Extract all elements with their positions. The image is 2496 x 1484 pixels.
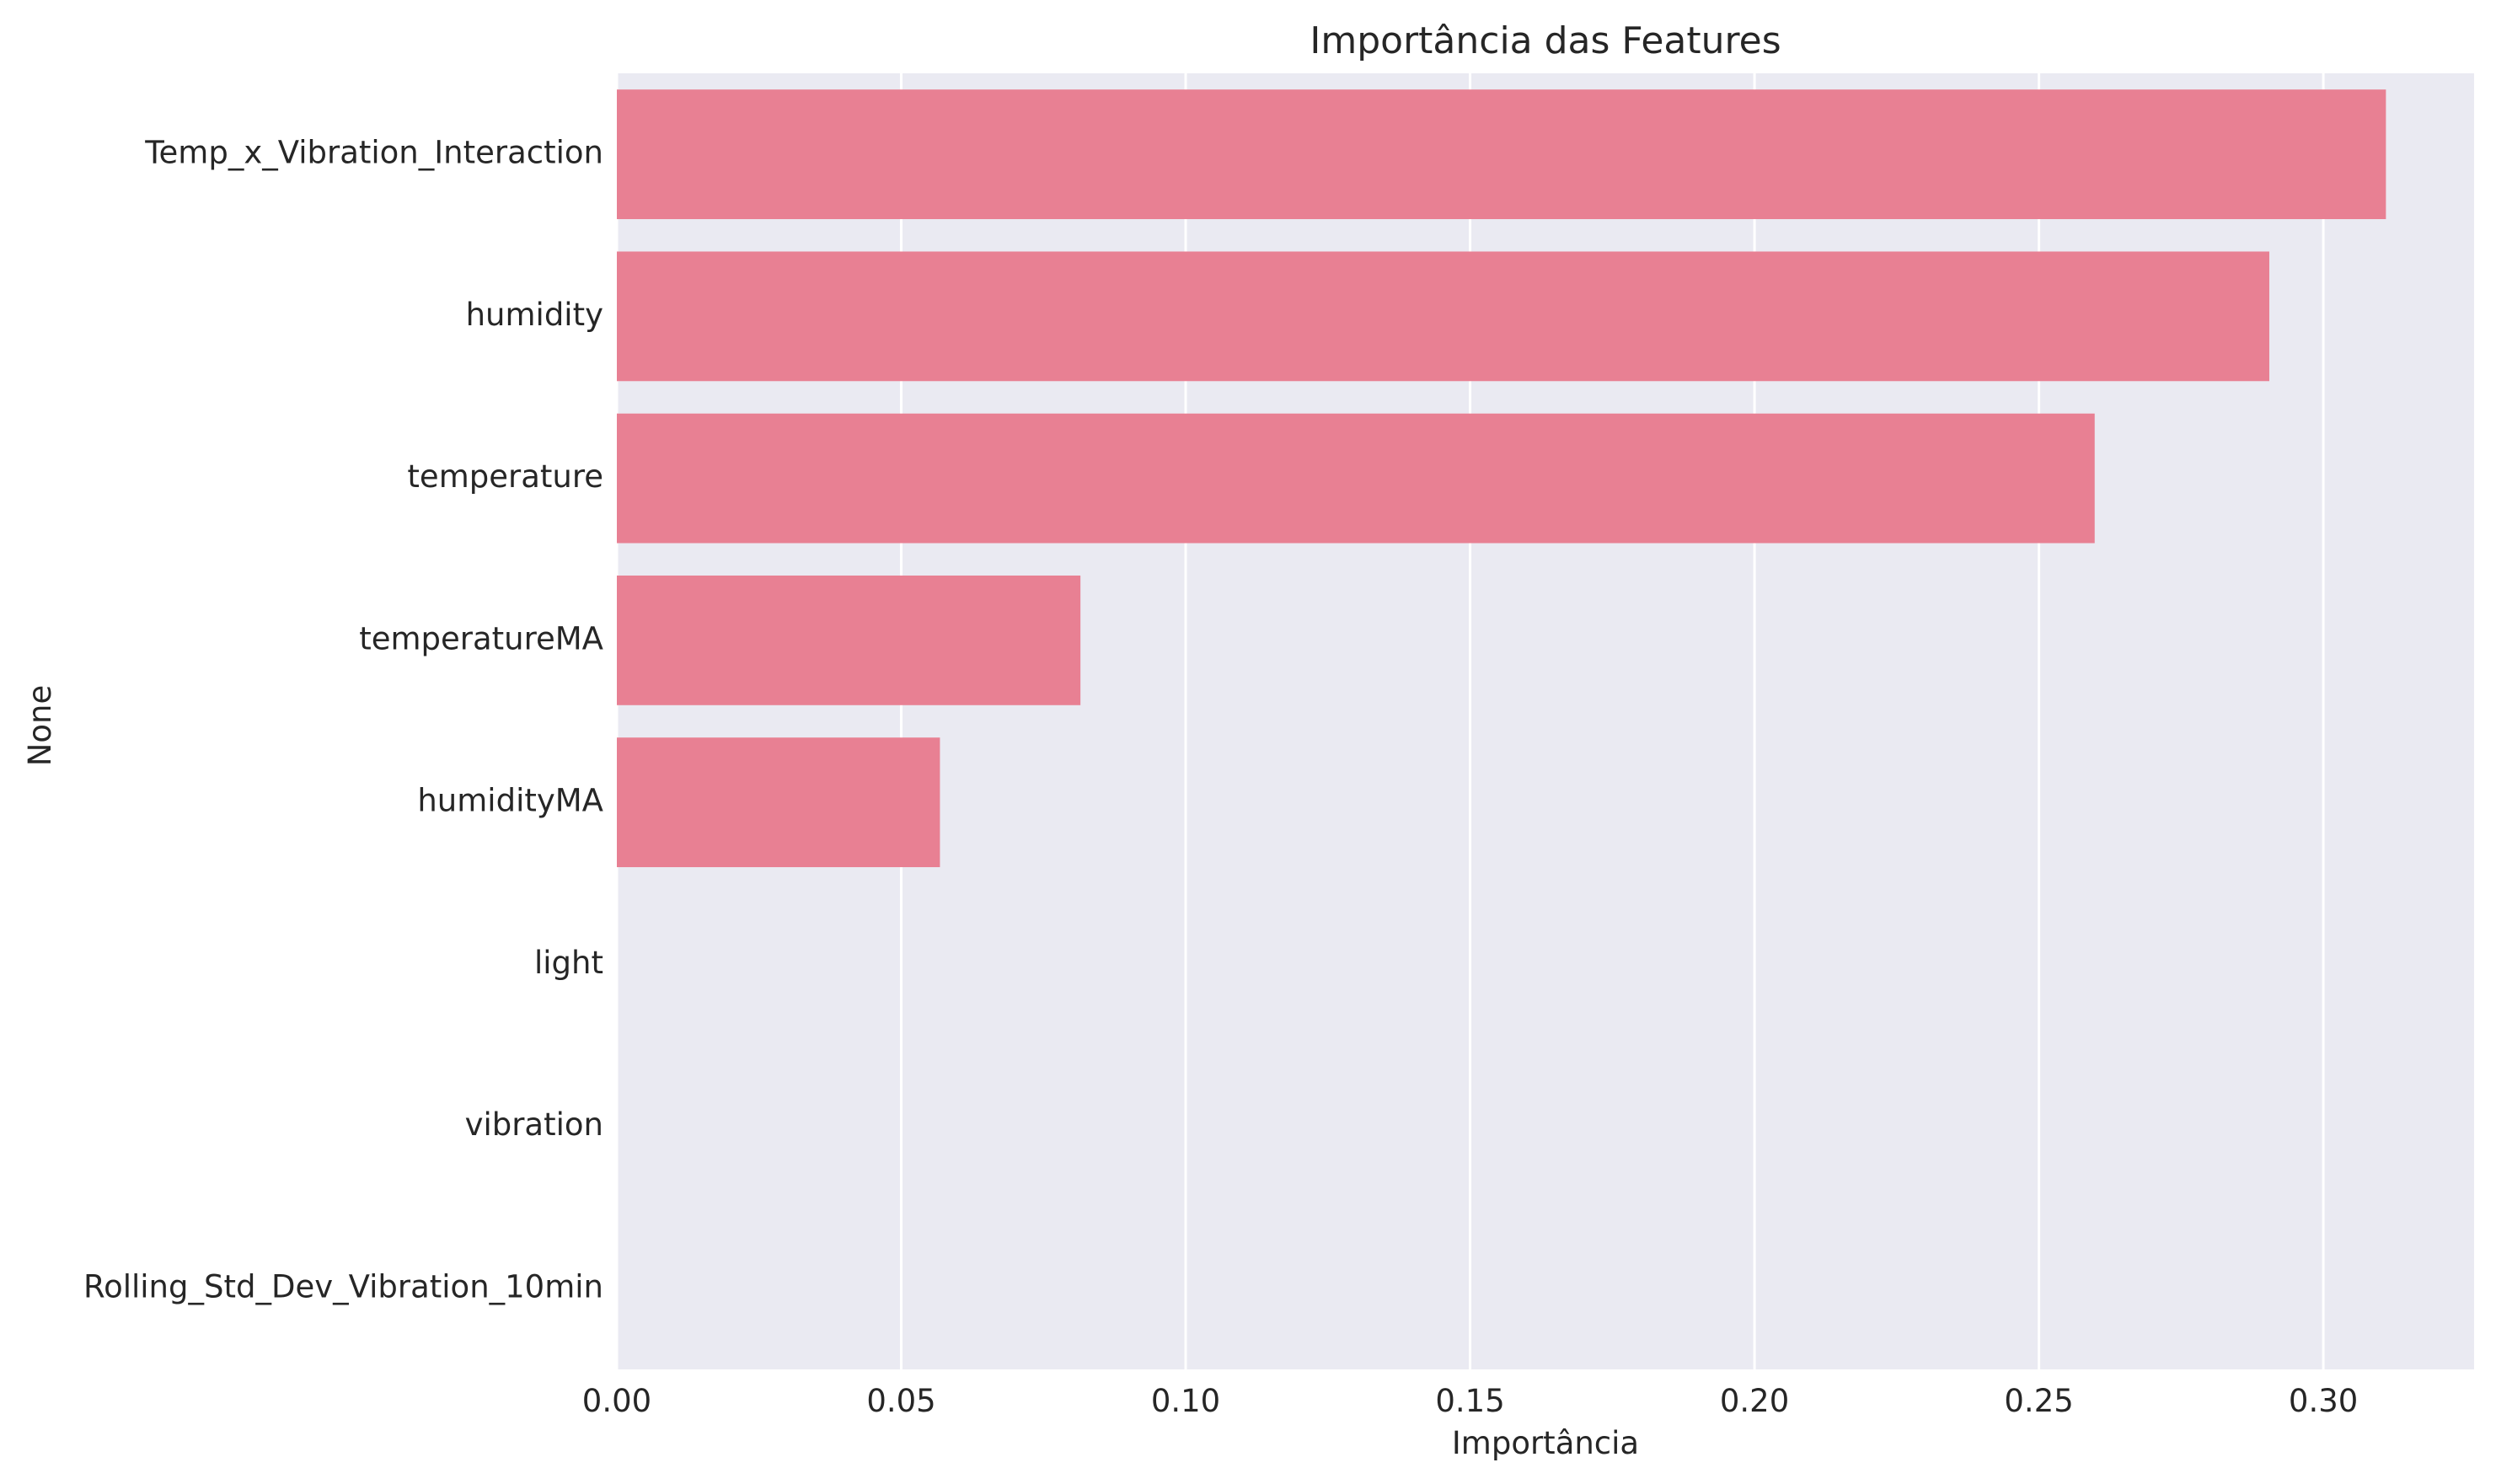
bar-2: [617, 413, 2095, 544]
x-tick-label-2: 0.10: [1151, 1383, 1220, 1419]
x-tick-labels: 0.00 0.05 0.10 0.15 0.20 0.25 0.30: [582, 1383, 2359, 1419]
x-tick-label-0: 0.00: [582, 1383, 651, 1419]
bar-0: [617, 89, 2386, 220]
x-tick-label-4: 0.20: [1720, 1383, 1789, 1419]
chart-title: Importância das Features: [1310, 19, 1781, 62]
y-tick-label-3: temperatureMA: [359, 620, 603, 656]
bar-1: [617, 251, 2269, 382]
y-tick-label-0: Temp_x_Vibration_Interaction: [144, 135, 603, 171]
y-tick-labels: Temp_x_Vibration_Interaction humidity temp…: [83, 135, 603, 1305]
x-tick-label-5: 0.25: [2004, 1383, 2073, 1419]
bar-3: [617, 575, 1081, 705]
bar-4: [617, 737, 940, 868]
y-tick-label-6: vibration: [465, 1106, 603, 1143]
y-tick-label-5: light: [534, 945, 603, 981]
y-tick-label-1: humidity: [466, 297, 603, 333]
y-tick-label-7: Rolling_Std_Dev_Vibration_10min: [83, 1268, 603, 1305]
y-axis-title: None: [22, 685, 58, 767]
x-tick-label-1: 0.05: [866, 1383, 935, 1419]
x-axis-title: Importância: [1452, 1425, 1639, 1461]
y-tick-label-2: temperature: [407, 458, 603, 495]
bars: [617, 89, 2386, 868]
x-tick-label-3: 0.15: [1435, 1383, 1504, 1419]
y-tick-label-4: humidityMA: [417, 783, 603, 819]
x-tick-label-6: 0.30: [2289, 1383, 2358, 1419]
